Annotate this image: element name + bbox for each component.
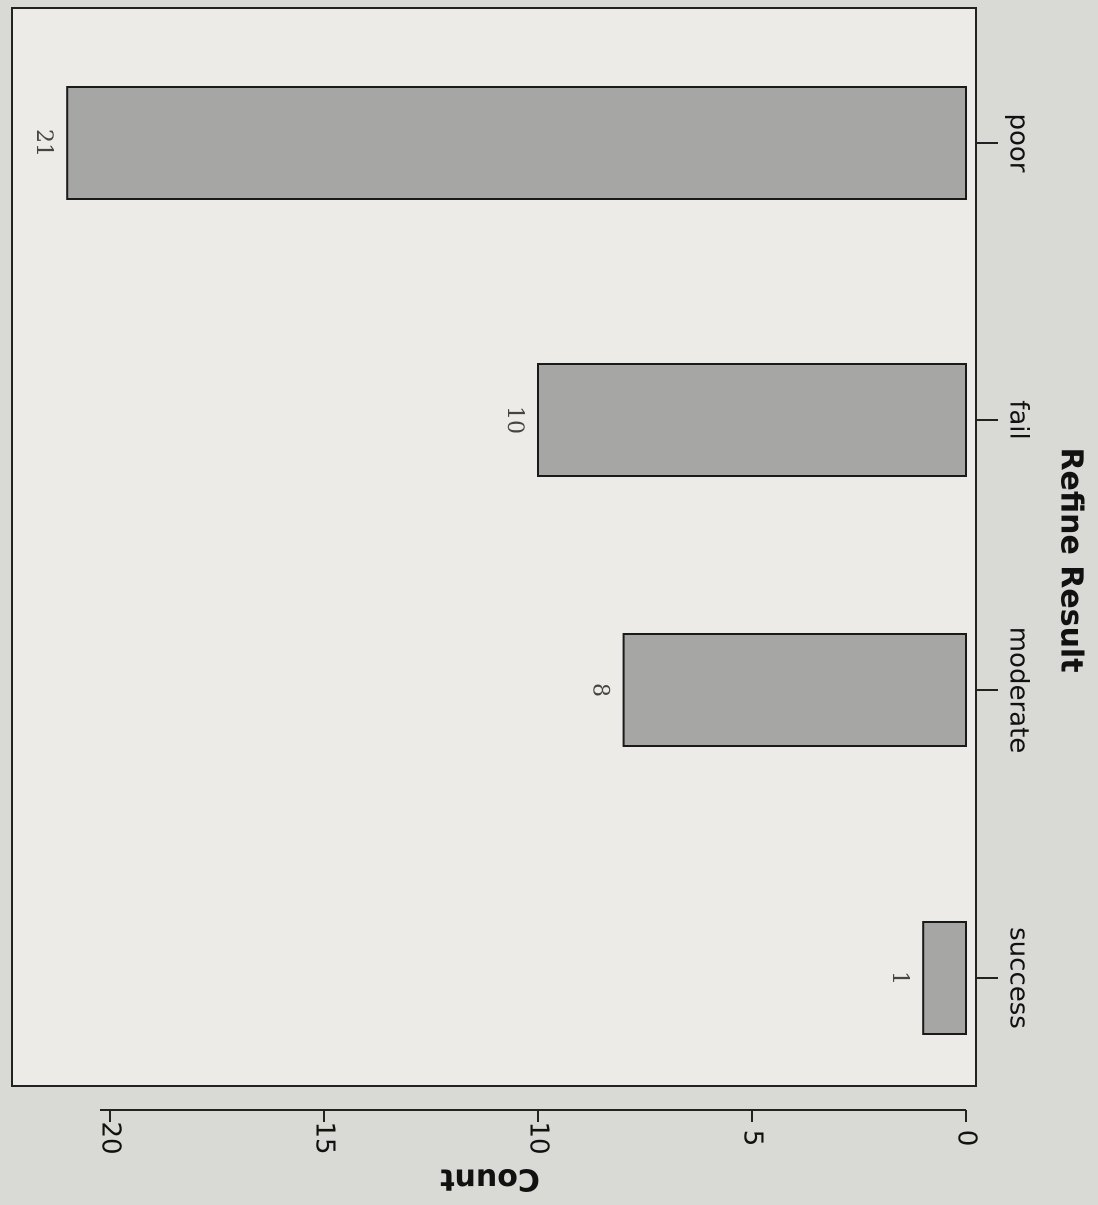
- y-axis-title: Count: [440, 1162, 540, 1197]
- bar-poor: [66, 86, 967, 200]
- y-tick-label: 5: [738, 1130, 768, 1147]
- data-label: 21: [31, 129, 56, 157]
- y-tick-label: 15: [310, 1121, 340, 1154]
- data-label: 1: [887, 971, 912, 985]
- data-label: 8: [588, 683, 613, 697]
- x-tick-label: fail: [1004, 400, 1034, 440]
- x-tick-label: poor: [1004, 113, 1034, 172]
- x-tick-label: success: [1004, 927, 1034, 1029]
- y-tick-label: 0: [952, 1130, 982, 1147]
- bar-fail: [537, 363, 967, 477]
- bar-success: [922, 921, 968, 1035]
- data-label: 10: [502, 406, 527, 434]
- y-tick-label: 10: [524, 1121, 554, 1154]
- x-axis-title: Refine Result: [1054, 447, 1089, 672]
- x-tick-label: moderate: [1004, 627, 1034, 754]
- y-tick-label: 20: [96, 1121, 126, 1154]
- plot-group: 0 5 10 15 20 success 1 moderate 8 fail 10 poor 21 Ref…: [31, 8, 1089, 1197]
- bar-moderate: [622, 633, 967, 747]
